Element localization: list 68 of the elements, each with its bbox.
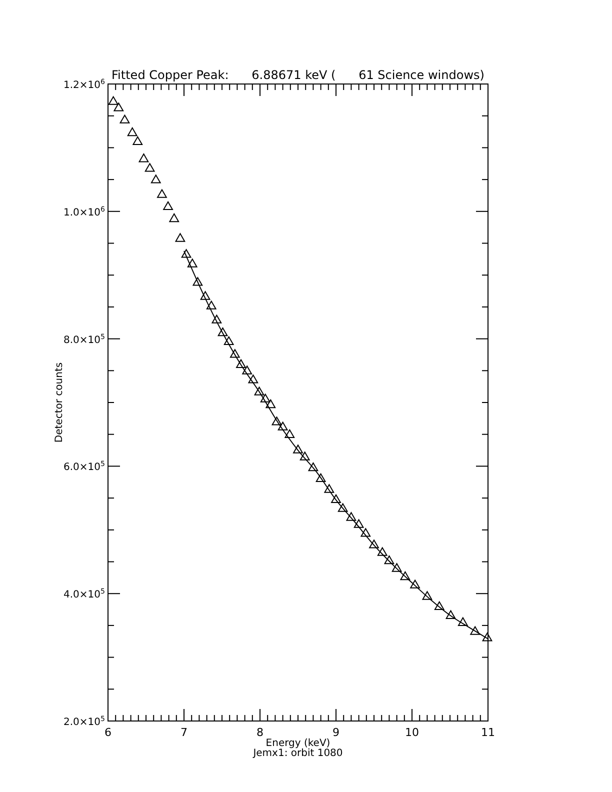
point — [163, 201, 173, 210]
point — [410, 580, 420, 588]
point — [354, 519, 364, 528]
point — [175, 233, 186, 242]
point — [392, 563, 402, 572]
point — [200, 291, 210, 300]
y-tick-label: 1.2×10$^{6}$ — [64, 78, 106, 91]
point — [181, 249, 192, 258]
x-tick-label: 7 — [180, 726, 188, 739]
point — [360, 528, 371, 537]
point — [300, 452, 310, 460]
point — [127, 127, 138, 136]
x-tick-label: 10 — [405, 726, 419, 739]
point — [458, 617, 468, 626]
point — [308, 462, 318, 472]
point — [470, 626, 480, 635]
y-axis-title: Detector counts — [54, 362, 65, 443]
point — [324, 484, 334, 493]
point — [369, 540, 379, 548]
point — [169, 213, 180, 222]
point — [278, 422, 288, 430]
point — [248, 374, 258, 384]
x-tick-label: 9 — [332, 726, 340, 739]
point — [150, 174, 161, 184]
point — [331, 494, 341, 504]
point — [377, 547, 388, 556]
point — [242, 366, 252, 374]
point — [422, 591, 432, 600]
point — [254, 386, 264, 396]
point — [434, 601, 444, 610]
point — [132, 136, 143, 146]
point — [120, 114, 130, 124]
y-tick-label: 2.0×10$^{5}$ — [64, 715, 105, 728]
point — [206, 300, 216, 310]
point — [446, 610, 456, 619]
x-tick-label: 8 — [256, 726, 264, 739]
x-tick-label: 11 — [481, 726, 495, 739]
x-axis-title: Energy (keV) — [266, 738, 330, 749]
text: Jemx1: orbit 1080 — [252, 748, 343, 759]
chart-title: Fitted Copper Peak: 6.88671 keV ( 61 Science windows) — [112, 68, 484, 82]
point — [400, 571, 410, 580]
point — [212, 314, 222, 324]
point — [230, 349, 240, 358]
point — [218, 327, 228, 336]
point — [157, 189, 167, 198]
point — [138, 154, 149, 162]
point — [316, 473, 326, 482]
point — [272, 416, 282, 426]
point — [224, 336, 234, 346]
point — [260, 394, 270, 402]
point — [346, 512, 356, 521]
x-tick-label: 6 — [104, 726, 112, 739]
point — [384, 555, 394, 564]
y-tick-label: 1.0×10$^{6}$ — [64, 205, 106, 218]
point — [293, 444, 303, 454]
point — [266, 399, 276, 408]
point — [338, 503, 348, 512]
y-tick-label: 6.0×10$^{5}$ — [64, 460, 105, 474]
point — [284, 429, 295, 438]
point — [114, 102, 124, 112]
y-tick-label: 4.0×10$^{5}$ — [64, 588, 105, 601]
point — [482, 632, 492, 642]
y-tick-label: 8.0×10$^{5}$ — [64, 332, 105, 346]
point — [144, 163, 155, 172]
point — [187, 258, 198, 268]
point — [236, 359, 246, 368]
point — [192, 277, 203, 286]
point — [108, 96, 118, 105]
